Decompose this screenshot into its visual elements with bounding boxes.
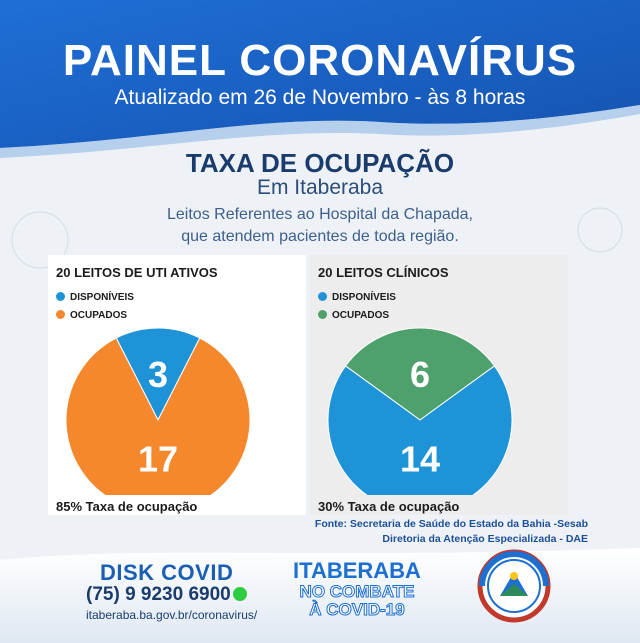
legend-label: OCUPADOS [70, 310, 128, 321]
pie-slice-ocupados [344, 327, 496, 421]
chart-panel-clinicos: 20 LEITOS CLÍNICOS DISPONÍVEIS OCUPADOS … [310, 255, 568, 515]
section-note: Leitos Referentes ao Hospital da Chapada… [0, 204, 640, 248]
pie-slice-ocupados [65, 337, 251, 495]
section-subtitle: Em Itaberaba [256, 176, 384, 199]
legend-swatch [318, 310, 327, 319]
slogan-line2: À COVID-19 [309, 600, 405, 620]
source-line1: Fonte: Secretaria de Saúde do Estado da … [314, 518, 588, 530]
legend-swatch [56, 292, 65, 301]
pie-slice-label: 6 [410, 354, 430, 395]
disk-covid-title: DISK COVID [100, 560, 234, 585]
phone-number[interactable]: (75) 9 9230 6900 [86, 584, 231, 605]
pie-slice-disponiveis [327, 365, 513, 495]
legend-item-disponiveis: DISPONÍVEIS [56, 292, 134, 303]
header: PAINEL CORONAVÍRUS Atualizado em 26 de N… [0, 0, 640, 140]
pie-chart-clinicos: 6 14 [327, 327, 513, 495]
pie-slice-disponiveis [115, 327, 201, 422]
section-note-line1: Leitos Referentes ao Hospital da Chapada… [167, 206, 473, 223]
city-coat-of-arms-logo [477, 549, 551, 623]
pie-slice-label: 14 [400, 439, 440, 480]
update-timestamp: Atualizado em 26 de Novembro - às 8 hora… [114, 86, 526, 109]
city-name: ITABERABA [293, 558, 421, 583]
legend-label: OCUPADOS [332, 310, 390, 321]
occupancy-rate: 30% Taxa de ocupação [318, 499, 460, 514]
legend-item-disponiveis: DISPONÍVEIS [318, 292, 396, 303]
whatsapp-icon [232, 587, 247, 601]
disk-covid-phone[interactable]: (75) 9 9230 6900 [86, 584, 247, 606]
pie-slice-label: 17 [138, 439, 178, 480]
chart-panel-uti: 20 LEITOS DE UTI ATIVOS DISPONÍVEIS OCUP… [48, 255, 306, 515]
chart-title: 20 LEITOS DE UTI ATIVOS [56, 265, 218, 280]
occupancy-rate: 85% Taxa de ocupação [56, 499, 198, 514]
legend-item-ocupados: OCUPADOS [56, 310, 127, 321]
source-line2: Diretoria da Atenção Especializada - DAE [382, 533, 588, 545]
legend-swatch [56, 310, 65, 319]
section-note-line2: que atendem pacientes de toda região. [181, 228, 459, 245]
legend-label: DISPONÍVEIS [70, 292, 134, 303]
pie-chart-uti: 3 17 [65, 327, 251, 495]
section-title: TAXA DE OCUPAÇÃO [185, 148, 455, 178]
pie-slice-label: 3 [148, 354, 168, 395]
website-link[interactable]: itaberaba.ba.gov.br/coronavirus/ [86, 608, 258, 622]
legend-item-ocupados: OCUPADOS [318, 310, 389, 321]
chart-title: 20 LEITOS CLÍNICOS [318, 265, 449, 280]
legend-swatch [318, 292, 327, 301]
slogan-line1: NO COMBATE [299, 582, 415, 602]
data-source: Fonte: Secretaria de Saúde do Estado da … [315, 517, 588, 547]
legend-label: DISPONÍVEIS [332, 292, 396, 303]
page-title: PAINEL CORONAVÍRUS [62, 36, 578, 85]
